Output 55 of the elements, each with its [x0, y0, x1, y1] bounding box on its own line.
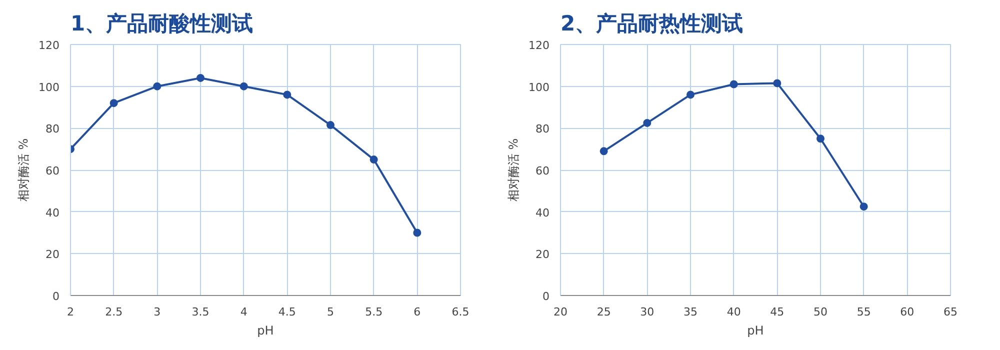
y-tick-label: 40 [46, 206, 60, 220]
y-tick-label: 120 [528, 39, 550, 52]
y-tick-label: 100 [38, 80, 60, 94]
x-tick-label: 4.5 [278, 306, 296, 318]
point [283, 90, 292, 99]
point [600, 147, 608, 156]
point [730, 80, 738, 88]
x-tick-label: 6.5 [452, 306, 470, 318]
y-tick-label: 80 [46, 122, 60, 136]
x-axis-title: pH [257, 324, 274, 338]
x-tick-label: 5 [327, 306, 334, 318]
x-tick-label: 3.5 [192, 306, 210, 318]
x-tick-label: 30 [640, 306, 654, 318]
point [240, 82, 248, 90]
point [816, 134, 824, 143]
point [196, 74, 204, 82]
point [413, 228, 422, 237]
x-tick-label: 3 [154, 306, 161, 318]
x-tick-label: 40 [726, 306, 741, 318]
y-axis-title: 相对酶活 % [16, 138, 31, 202]
point [686, 90, 694, 99]
point [153, 82, 162, 90]
x-tick-label: 6 [414, 306, 421, 318]
x-tick-label: 45 [770, 306, 784, 318]
x-tick-label: 55 [856, 306, 871, 318]
x-axis-title: pH [747, 324, 764, 338]
y-tick-label: 0 [542, 290, 550, 303]
y-tick-label: 20 [46, 248, 60, 262]
point [370, 156, 378, 164]
point [773, 79, 782, 88]
x-tick-label: 20 [554, 306, 568, 318]
y-axis-title: 相对酶活 % [506, 138, 521, 202]
x-tick-label: 35 [684, 306, 698, 318]
x-tick-label: 50 [814, 306, 828, 318]
y-tick-label: 40 [536, 206, 550, 220]
y-tick-label: 0 [52, 290, 60, 303]
point [860, 202, 868, 211]
chart-title: 2、产品耐热性测试 [560, 12, 744, 36]
x-tick-label: 4 [240, 306, 248, 318]
y-tick-label: 60 [46, 164, 60, 178]
y-tick-label: 120 [38, 39, 60, 52]
x-tick-label: 2.5 [105, 306, 123, 318]
x-tick-label: 60 [900, 306, 914, 318]
x-tick-label: 5.5 [365, 306, 383, 318]
y-tick-label: 20 [536, 248, 550, 262]
point [110, 99, 118, 108]
y-tick-label: 100 [528, 80, 550, 94]
x-tick-label: 25 [596, 306, 611, 318]
point [643, 118, 652, 127]
y-tick-label: 60 [536, 164, 550, 178]
x-tick-label: 65 [944, 306, 958, 318]
x-tick-label: 2 [67, 306, 74, 318]
y-tick-label: 80 [536, 122, 550, 136]
chart-title: 1、产品耐酸性测试 [70, 12, 254, 36]
point [326, 121, 334, 130]
